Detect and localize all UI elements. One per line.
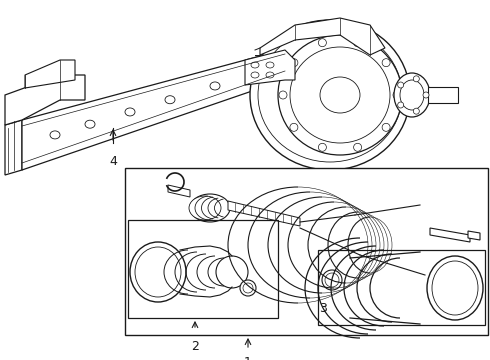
Polygon shape — [245, 50, 295, 85]
Ellipse shape — [414, 108, 419, 114]
Ellipse shape — [290, 123, 298, 131]
Ellipse shape — [393, 91, 401, 99]
Bar — [318, 250, 485, 325]
Polygon shape — [430, 228, 470, 242]
Polygon shape — [5, 120, 22, 175]
Ellipse shape — [279, 91, 287, 99]
Ellipse shape — [400, 80, 424, 110]
Ellipse shape — [325, 273, 339, 287]
Polygon shape — [168, 185, 190, 197]
Text: 1: 1 — [244, 356, 252, 360]
Ellipse shape — [414, 76, 419, 82]
Ellipse shape — [190, 194, 230, 222]
Polygon shape — [25, 60, 75, 88]
Bar — [125, 168, 488, 335]
Ellipse shape — [398, 102, 404, 108]
Ellipse shape — [394, 73, 430, 117]
Text: 4: 4 — [109, 155, 117, 168]
Ellipse shape — [125, 108, 135, 116]
Ellipse shape — [423, 92, 429, 98]
Ellipse shape — [318, 39, 326, 47]
Bar — [128, 220, 278, 318]
Ellipse shape — [189, 196, 221, 220]
Ellipse shape — [382, 123, 390, 131]
Ellipse shape — [354, 39, 362, 47]
Ellipse shape — [130, 242, 186, 302]
Ellipse shape — [210, 82, 220, 90]
Ellipse shape — [251, 62, 259, 68]
Polygon shape — [5, 75, 85, 125]
Ellipse shape — [318, 143, 326, 151]
Polygon shape — [228, 201, 300, 226]
Ellipse shape — [216, 256, 248, 288]
Ellipse shape — [354, 143, 362, 151]
Ellipse shape — [266, 72, 274, 78]
Ellipse shape — [432, 261, 478, 315]
Ellipse shape — [135, 247, 181, 297]
Ellipse shape — [382, 59, 390, 67]
Ellipse shape — [243, 283, 253, 293]
Text: 2: 2 — [191, 340, 199, 353]
Ellipse shape — [240, 280, 256, 296]
Ellipse shape — [85, 120, 95, 128]
Polygon shape — [22, 48, 290, 170]
Polygon shape — [260, 18, 385, 55]
Ellipse shape — [251, 72, 259, 78]
Text: 3: 3 — [319, 302, 327, 315]
Ellipse shape — [258, 28, 402, 162]
Ellipse shape — [250, 20, 410, 170]
Ellipse shape — [398, 82, 404, 88]
Bar — [428, 87, 458, 103]
Ellipse shape — [165, 96, 175, 104]
Polygon shape — [468, 231, 480, 240]
Ellipse shape — [50, 131, 60, 139]
Ellipse shape — [290, 47, 390, 143]
Ellipse shape — [427, 256, 483, 320]
Ellipse shape — [278, 35, 402, 155]
Ellipse shape — [290, 59, 298, 67]
Ellipse shape — [266, 62, 274, 68]
Ellipse shape — [322, 270, 342, 290]
Ellipse shape — [320, 77, 360, 113]
